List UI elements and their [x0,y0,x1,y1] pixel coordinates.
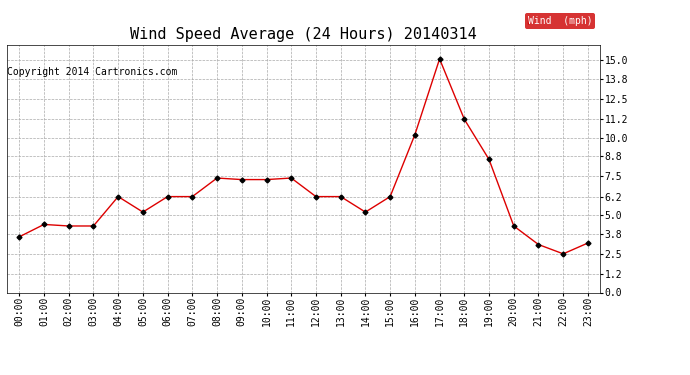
Title: Wind Speed Average (24 Hours) 20140314: Wind Speed Average (24 Hours) 20140314 [130,27,477,42]
Legend: Wind  (mph): Wind (mph) [525,13,595,28]
Text: Copyright 2014 Cartronics.com: Copyright 2014 Cartronics.com [7,67,177,77]
